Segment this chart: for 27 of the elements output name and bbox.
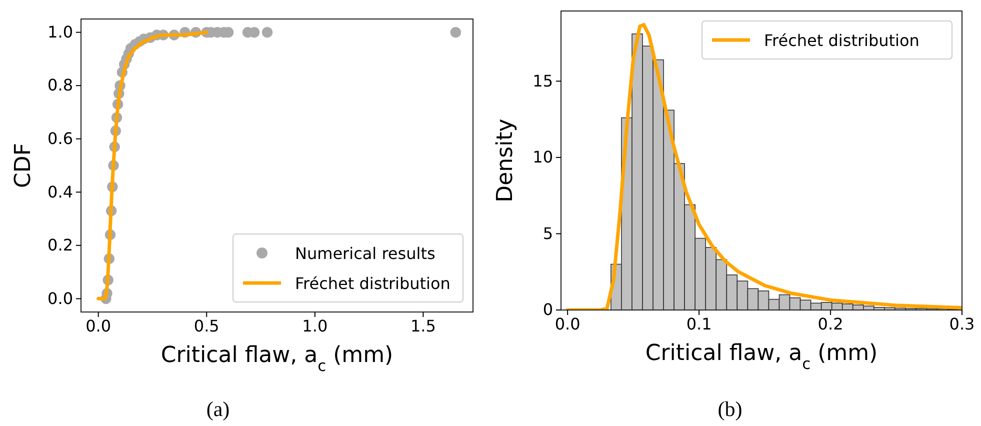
text: (b) <box>718 397 742 421</box>
x-axis-title: Critical flaw, a$_{c}$ (mm) <box>160 343 394 375</box>
y-tick-label: 0.2 <box>48 236 73 255</box>
y-tick-label: 5 <box>542 224 553 243</box>
x-tick-label: 0.0 <box>86 316 112 336</box>
x-tick-label: 0.0 <box>554 314 580 334</box>
y-tick-label: 10 <box>532 148 553 167</box>
x-tick-label: 1.5 <box>410 316 436 336</box>
x-axis-title: Critical flaw, a$_{c}$ (mm) <box>645 341 878 373</box>
y-tick-label: 0.8 <box>48 76 73 95</box>
y-tick-label: 1.0 <box>48 22 73 42</box>
y-tick-label: 15 <box>532 71 553 90</box>
y-tick-label: 0 <box>542 300 553 320</box>
y-tick-label: 0.0 <box>48 288 73 308</box>
legend-label: Fréchet distribution <box>764 31 920 50</box>
x-tick-label: 0.1 <box>686 314 712 334</box>
x-tick-label: 0.2 <box>818 314 844 334</box>
y-tick-label: 0.6 <box>48 128 73 148</box>
y-axis-title: CDF <box>11 143 36 188</box>
legend-label: Fréchet distribution <box>295 274 450 293</box>
y-axis-title: Density <box>493 118 518 202</box>
text: (a) <box>206 397 230 421</box>
x-tick-label: 0.5 <box>194 316 220 336</box>
legend-label: Numerical results <box>295 244 436 263</box>
x-tick-label: 1.0 <box>302 316 328 336</box>
x-tick-label: 0.3 <box>949 314 975 334</box>
y-tick-label: 0.4 <box>48 182 73 202</box>
